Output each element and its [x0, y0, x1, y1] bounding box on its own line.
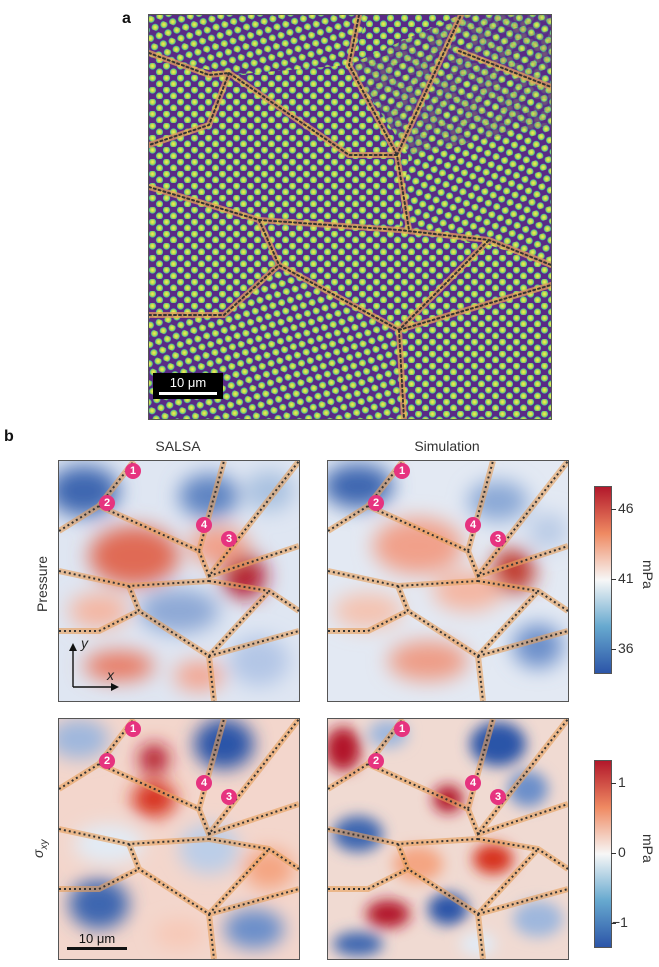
- pressure-tick-36: 36: [618, 640, 634, 656]
- marker-1: 1: [394, 721, 410, 737]
- axis-y-label: y: [81, 635, 88, 651]
- row-label-pressure: Pressure: [34, 555, 50, 612]
- pressure-unit: mPa: [640, 560, 656, 589]
- stress-unit: mPa: [640, 834, 656, 863]
- marker-4: 4: [465, 517, 481, 533]
- stress-salsa-map: 1 2 4 3 10 μm: [58, 718, 300, 960]
- marker-3: 3: [221, 531, 237, 547]
- marker-2: 2: [99, 495, 115, 511]
- pressure-colorbar: [594, 486, 612, 674]
- pressure-simulation-map: 1 2 4 3: [327, 460, 569, 702]
- column-title-simulation: Simulation: [414, 438, 480, 454]
- scale-bar-label: 10 μm: [78, 931, 116, 946]
- stress-colorbar-ticks: [611, 760, 617, 946]
- marker-3: 3: [490, 531, 506, 547]
- stress-tick-minus1: −1: [612, 914, 628, 930]
- scale-bar-line: [159, 392, 217, 395]
- pressure-colorbar-ticks: [611, 486, 617, 672]
- stress-tick-1: 1: [618, 774, 626, 790]
- panel-b-scale-bar: 10 μm: [67, 931, 127, 950]
- pressure-tick-46: 46: [618, 500, 634, 516]
- pressure-tick-41: 41: [618, 570, 634, 586]
- row-label-stress: σxy: [30, 839, 50, 858]
- xy-axes-icon: [69, 643, 119, 691]
- marker-4: 4: [465, 775, 481, 791]
- marker-1: 1: [394, 463, 410, 479]
- marker-1: 1: [125, 721, 141, 737]
- pressure-salsa-map: 1 2 4 3 y x: [58, 460, 300, 702]
- marker-2: 2: [368, 495, 384, 511]
- marker-3: 3: [221, 789, 237, 805]
- panel-a-label: a: [122, 10, 131, 27]
- column-title-salsa: SALSA: [155, 438, 201, 454]
- marker-2: 2: [368, 753, 384, 769]
- crystal-image: 10 μm: [148, 14, 552, 420]
- panel-b-label: b: [4, 428, 14, 445]
- marker-3: 3: [490, 789, 506, 805]
- stress-tick-0: 0: [618, 844, 626, 860]
- scale-bar-line: [67, 947, 127, 950]
- stress-colorbar: [594, 760, 612, 948]
- axis-x-label: x: [107, 667, 114, 683]
- marker-4: 4: [196, 775, 212, 791]
- marker-4: 4: [196, 517, 212, 533]
- scale-bar-label: 10 μm: [169, 375, 207, 390]
- stress-simulation-map: 1 2 4 3: [327, 718, 569, 960]
- marker-2: 2: [99, 753, 115, 769]
- marker-1: 1: [125, 463, 141, 479]
- panel-a-scale-bar: 10 μm: [153, 373, 223, 399]
